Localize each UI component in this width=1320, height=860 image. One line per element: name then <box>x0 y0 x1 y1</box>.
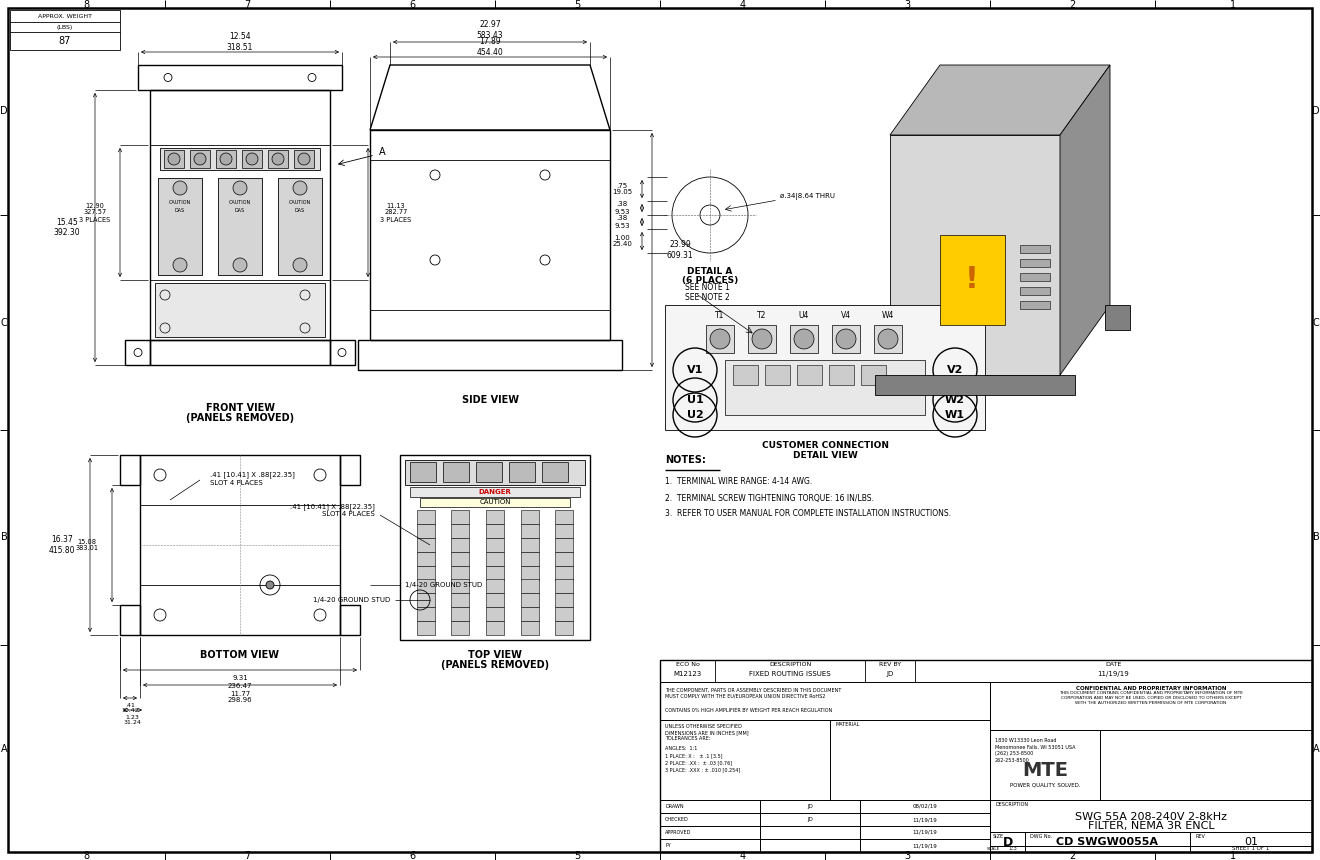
Text: MATERIAL: MATERIAL <box>836 722 859 728</box>
Text: DIMENSIONS ARE IN INCHES [MM]: DIMENSIONS ARE IN INCHES [MM] <box>665 730 748 735</box>
Bar <box>1191 846 1312 852</box>
Text: SIZE: SIZE <box>993 833 1005 838</box>
Text: 12.54
318.51: 12.54 318.51 <box>227 33 253 52</box>
Text: 1/4-20 GROUND STUD: 1/4-20 GROUND STUD <box>313 597 389 603</box>
Text: POWER QUALITY. SOLVED.: POWER QUALITY. SOLVED. <box>1010 783 1080 788</box>
Bar <box>451 551 470 566</box>
Bar <box>990 682 1312 730</box>
Text: 5: 5 <box>574 0 581 10</box>
Bar <box>330 340 355 365</box>
Polygon shape <box>875 375 1074 395</box>
Bar <box>451 580 470 593</box>
Text: W1: W1 <box>945 410 965 420</box>
Text: THIS DOCUMENT CONTAINS CONFIDENTIAL AND PROPRIETARY INFORMATION OF MTE
CORPORATI: THIS DOCUMENT CONTAINS CONFIDENTIAL AND … <box>1059 691 1243 704</box>
Text: D: D <box>1312 107 1320 116</box>
Bar <box>370 130 610 340</box>
Bar <box>990 832 1026 846</box>
Bar <box>405 460 585 485</box>
Text: CONFIDENTIAL AND PROPRIETARY INFORMATION: CONFIDENTIAL AND PROPRIETARY INFORMATION <box>1076 686 1226 691</box>
Text: JD: JD <box>886 671 894 677</box>
Bar <box>486 607 504 621</box>
Bar <box>417 566 434 580</box>
Bar <box>748 325 776 353</box>
Text: 4: 4 <box>739 0 746 10</box>
Bar <box>789 325 818 353</box>
Bar <box>417 621 434 635</box>
Text: 3: 3 <box>904 851 911 860</box>
Bar <box>760 800 861 813</box>
Bar <box>417 607 434 621</box>
Text: (262) 253-8500: (262) 253-8500 <box>995 752 1034 757</box>
Bar <box>520 580 539 593</box>
Text: 11/19/19: 11/19/19 <box>1098 671 1130 677</box>
Text: SWG 55A 208-240V 2-8kHz: SWG 55A 208-240V 2-8kHz <box>1074 812 1228 822</box>
Bar <box>1026 832 1191 846</box>
Bar <box>990 846 1026 852</box>
Text: REV BY: REV BY <box>879 662 902 667</box>
Text: D: D <box>0 107 8 116</box>
Text: 08/02/19: 08/02/19 <box>912 804 937 809</box>
Text: 15.08
383.01: 15.08 383.01 <box>75 538 99 551</box>
Text: M12123: M12123 <box>673 671 702 677</box>
Text: DAS: DAS <box>235 208 246 213</box>
Text: !: ! <box>965 266 979 294</box>
Text: 11/19/19: 11/19/19 <box>912 817 937 822</box>
Bar <box>660 720 830 800</box>
Circle shape <box>878 329 898 349</box>
Text: DETAIL VIEW: DETAIL VIEW <box>792 451 858 459</box>
Bar <box>486 538 504 552</box>
Text: 4: 4 <box>739 851 746 860</box>
Text: (LBS): (LBS) <box>57 24 73 29</box>
Text: 1830 W13330 Leon Road: 1830 W13330 Leon Road <box>995 738 1056 742</box>
Bar <box>417 538 434 552</box>
Text: 2: 2 <box>1069 851 1076 860</box>
Bar <box>160 148 319 170</box>
Bar <box>140 455 341 635</box>
Bar <box>990 800 1312 832</box>
Bar <box>660 813 760 826</box>
Text: 1.00
25.40: 1.00 25.40 <box>612 235 632 248</box>
Bar <box>341 605 360 635</box>
Bar <box>760 813 861 826</box>
Text: DESCRIPTION: DESCRIPTION <box>768 662 810 667</box>
Bar <box>451 566 470 580</box>
Text: W4: W4 <box>882 310 894 320</box>
Bar <box>861 800 990 813</box>
Text: TOLERANCES ARE:: TOLERANCES ARE: <box>665 736 710 741</box>
Bar <box>164 150 183 168</box>
Bar <box>486 510 504 524</box>
Text: 15.45
392.30: 15.45 392.30 <box>54 218 81 237</box>
Circle shape <box>234 181 247 195</box>
Bar <box>477 462 502 482</box>
Text: 262-253-8500: 262-253-8500 <box>995 759 1030 764</box>
Text: 2 PLACE: .XX :  ± .03 [0.76]: 2 PLACE: .XX : ± .03 [0.76] <box>665 760 733 765</box>
Text: 1.23
31.24: 1.23 31.24 <box>124 715 141 725</box>
Bar <box>861 839 990 852</box>
Bar <box>520 607 539 621</box>
Text: .41 [10.41] X .88[22.35]: .41 [10.41] X .88[22.35] <box>210 471 294 478</box>
Text: .75
19.05: .75 19.05 <box>612 182 632 195</box>
Circle shape <box>293 181 308 195</box>
Text: JD: JD <box>807 804 813 809</box>
Circle shape <box>795 329 814 349</box>
Text: PY: PY <box>665 843 671 848</box>
Text: T1: T1 <box>715 310 725 320</box>
Bar <box>486 593 504 607</box>
Text: .41 [10.41] X .88[22.35]
SLOT 4 PLACES: .41 [10.41] X .88[22.35] SLOT 4 PLACES <box>290 503 375 517</box>
Text: (PANELS REMOVED): (PANELS REMOVED) <box>186 413 294 423</box>
Text: SHEET 1 OF 1: SHEET 1 OF 1 <box>1233 846 1270 851</box>
Bar <box>154 283 325 337</box>
Bar <box>890 135 1060 375</box>
Bar <box>510 462 535 482</box>
Text: (6 PLACES): (6 PLACES) <box>682 277 738 286</box>
Circle shape <box>267 581 275 589</box>
Circle shape <box>272 153 284 165</box>
Bar <box>874 325 902 353</box>
Text: D: D <box>1002 836 1012 849</box>
Text: 1.  TERMINAL WIRE RANGE: 4-14 AWG.: 1. TERMINAL WIRE RANGE: 4-14 AWG. <box>665 477 812 487</box>
Bar <box>125 340 150 365</box>
Circle shape <box>194 153 206 165</box>
Text: DAS: DAS <box>294 208 305 213</box>
Circle shape <box>173 258 187 272</box>
Text: 7: 7 <box>244 851 251 860</box>
